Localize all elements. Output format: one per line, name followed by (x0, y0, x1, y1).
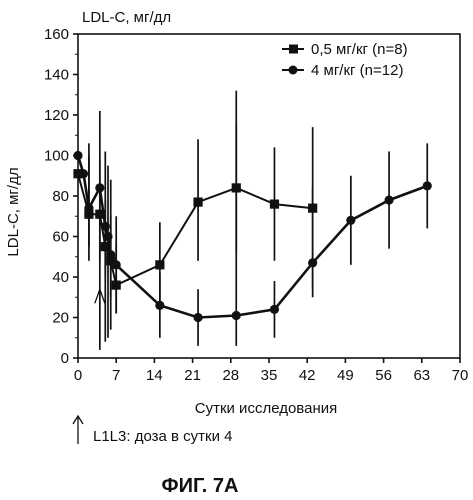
data-point-square (193, 197, 202, 206)
x-tick-label: 70 (452, 367, 469, 384)
x-tick-label: 0 (74, 367, 82, 384)
legend-label: 0,5 мг/кг (n=8) (311, 41, 408, 58)
chart-title: LDL-C, мг/дл (82, 9, 171, 26)
data-point-circle (112, 260, 121, 269)
data-point-circle (103, 232, 112, 241)
dose-annotation: L1L3: доза в сутки 4 (93, 428, 232, 445)
y-tick-label: 20 (52, 310, 69, 327)
y-tick-label: 140 (44, 67, 69, 84)
data-point-circle (232, 311, 241, 320)
legend-marker-circle (289, 66, 298, 75)
y-tick-label: 100 (44, 148, 69, 165)
legend-marker-square (289, 45, 298, 54)
data-point-circle (101, 222, 110, 231)
plot-area: 0 20 40 60 80 100 120 140 160 0 7 14 21 28 35 42 49 56 63 7… (44, 26, 468, 444)
y-tick-label: 160 (44, 26, 69, 43)
series-circle (73, 91, 431, 350)
data-point-circle (193, 313, 202, 322)
data-point-circle (73, 151, 82, 160)
figure-caption: ФИГ. 7А (162, 475, 239, 497)
y-tick-label: 120 (44, 107, 69, 124)
data-point-square (155, 260, 164, 269)
x-tick-label: 35 (261, 367, 278, 384)
data-point-circle (308, 258, 317, 267)
data-point-circle (84, 204, 93, 213)
legend-label: 4 мг/кг (n=12) (311, 62, 403, 79)
x-tick-label: 49 (337, 367, 354, 384)
data-point-circle (346, 216, 355, 225)
x-tick-label: 42 (299, 367, 316, 384)
data-point-circle (106, 250, 115, 259)
data-point-circle (384, 195, 393, 204)
data-point-circle (155, 301, 164, 310)
data-point-circle (95, 183, 104, 192)
y-axis-label: LDL-C, мг/дл (5, 167, 22, 256)
data-point-circle (79, 169, 88, 178)
data-point-circle (423, 181, 432, 190)
x-tick-label: 28 (222, 367, 239, 384)
x-tick-label: 14 (146, 367, 163, 384)
x-tick-label: 63 (413, 367, 430, 384)
data-point-circle (270, 305, 279, 314)
data-point-square (270, 200, 279, 209)
x-axis-label: Сутки исследования (195, 400, 337, 417)
y-tick-label: 60 (52, 229, 69, 246)
x-tick-label: 7 (112, 367, 120, 384)
y-tick-label: 40 (52, 269, 69, 286)
series-line (78, 156, 427, 318)
x-tick-label: 56 (375, 367, 392, 384)
legend: 0,5 мг/кг (n=8) 4 мг/кг (n=12) (282, 41, 408, 79)
series-line (78, 174, 313, 285)
y-tick-label: 0 (61, 350, 69, 367)
y-tick-label: 80 (52, 188, 69, 205)
x-tick-label: 21 (184, 367, 201, 384)
